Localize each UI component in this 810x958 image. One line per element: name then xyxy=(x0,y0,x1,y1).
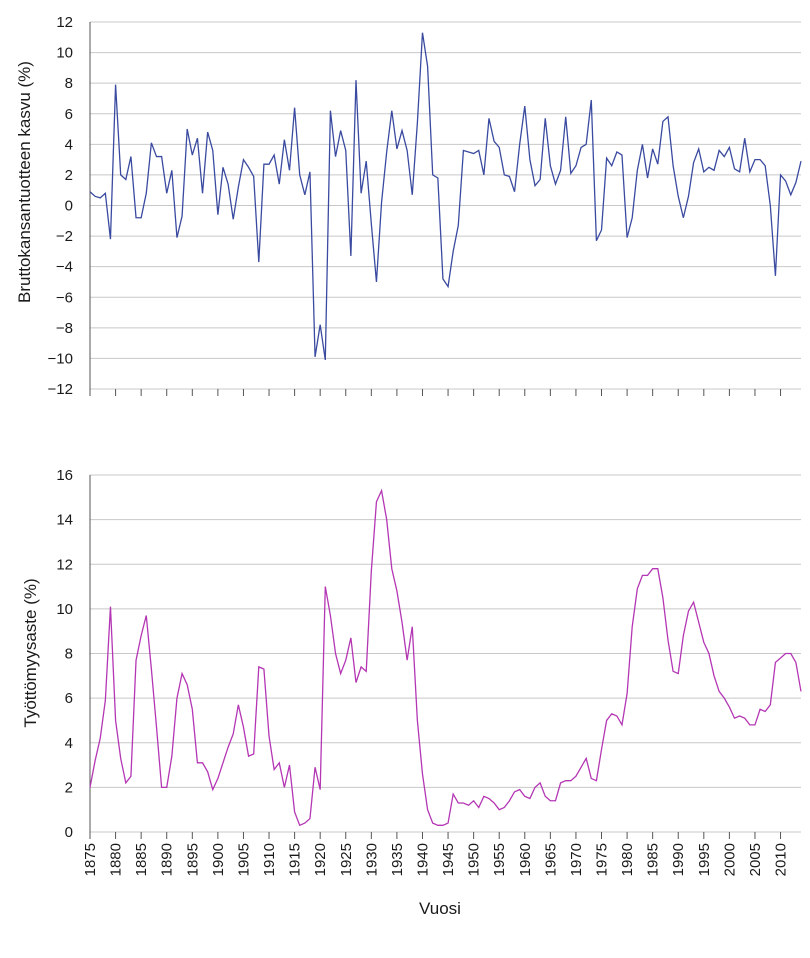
unemployment-gridlines xyxy=(90,474,801,833)
un-y-tick-label: 6 xyxy=(65,690,73,707)
un-y-tick-label: 0 xyxy=(65,824,73,841)
gdp-y-tick-label: −2 xyxy=(56,228,73,245)
gdp-y-tick-label: 2 xyxy=(65,167,73,184)
gdp-y-tick-label: 8 xyxy=(65,75,73,92)
x-tick-label: 1940 xyxy=(414,843,431,876)
x-axis-label: Vuosi xyxy=(419,899,461,918)
x-tick-label: 1880 xyxy=(108,843,125,876)
x-tick-label: 1965 xyxy=(542,843,559,876)
un-y-tick-label: 8 xyxy=(65,646,73,663)
x-tick-marks xyxy=(89,832,782,839)
un-y-tick-label: 14 xyxy=(56,512,73,529)
x-tick-label: 1995 xyxy=(696,843,713,876)
x-tick-label: 1945 xyxy=(440,843,457,876)
gdp-y-tick-label: 4 xyxy=(65,136,73,153)
x-tick-label: 1885 xyxy=(133,843,150,876)
gdp-x-tick-marks xyxy=(89,389,782,396)
gdp-y-tick-label: 6 xyxy=(65,106,73,123)
x-tick-label: 1900 xyxy=(210,843,227,876)
x-tick-label: 1975 xyxy=(594,843,611,876)
gdp-gridlines xyxy=(90,21,801,390)
x-tick-label: 1985 xyxy=(645,843,662,876)
gdp-y-tick-label: −10 xyxy=(48,350,73,367)
x-tick-label: 1960 xyxy=(517,843,534,876)
x-tick-label: 2000 xyxy=(721,843,738,876)
x-tick-label: 1895 xyxy=(184,843,201,876)
x-tick-label: 1930 xyxy=(363,843,380,876)
x-tick-label: 1950 xyxy=(466,843,483,876)
gdp-y-tick-label: −6 xyxy=(56,289,73,306)
un-y-tick-label: 2 xyxy=(65,779,73,796)
x-tick-label: 2005 xyxy=(747,843,764,876)
gdp-y-tick-label: −8 xyxy=(56,320,73,337)
unemployment-chart: 16 14 12 10 8 6 4 2 0 1875 1880 1885 1890 1895 1900 19… xyxy=(21,467,802,918)
x-tick-label: 1875 xyxy=(82,843,99,876)
gdp-y-tick-label: 10 xyxy=(56,45,73,62)
x-tick-label: 1890 xyxy=(159,843,176,876)
x-tick-label: 1910 xyxy=(261,843,278,876)
gdp-y-tick-label: 0 xyxy=(65,198,73,215)
un-y-tick-label: 12 xyxy=(56,556,73,573)
un-y-tick-label: 4 xyxy=(65,735,73,752)
x-tick-label: 1970 xyxy=(568,843,585,876)
gdp-y-axis-label: Bruttokansantuotteen kasvu (%) xyxy=(15,61,34,303)
x-tick-label: 1935 xyxy=(389,843,406,876)
unemployment-series-line xyxy=(89,488,802,827)
un-y-tick-label: 10 xyxy=(56,601,73,618)
x-tick-label: 1955 xyxy=(491,843,508,876)
gdp-y-tick-labels: 12 10 8 6 4 2 0 −2 −4 −6 −8 −10 −12 xyxy=(48,14,73,398)
unemployment-y-tick-labels: 16 14 12 10 8 6 4 2 0 xyxy=(56,467,73,841)
x-tick-labels: 1875 1880 1885 1890 1895 1900 1905 1910 1915 1920… xyxy=(82,843,790,876)
unemployment-y-axis-label: Työttömyysaste (%) xyxy=(21,578,40,727)
x-tick-label: 1920 xyxy=(312,843,329,876)
x-tick-label: 2010 xyxy=(773,843,790,876)
x-tick-label: 1925 xyxy=(338,843,355,876)
un-y-tick-label: 16 xyxy=(56,467,73,484)
x-tick-label: 1980 xyxy=(619,843,636,876)
gdp-growth-chart: 12 10 8 6 4 2 0 −2 −4 −6 −8 −10 −12 Bruttokansantuot… xyxy=(15,14,802,398)
gdp-y-tick-label: −12 xyxy=(48,381,73,398)
gdp-y-tick-label: −4 xyxy=(56,259,73,276)
gdp-y-tick-label: 12 xyxy=(56,14,73,31)
x-tick-label: 1990 xyxy=(670,843,687,876)
x-tick-label: 1915 xyxy=(287,843,304,876)
x-tick-label: 1905 xyxy=(235,843,252,876)
gdp-series-line xyxy=(89,32,802,361)
